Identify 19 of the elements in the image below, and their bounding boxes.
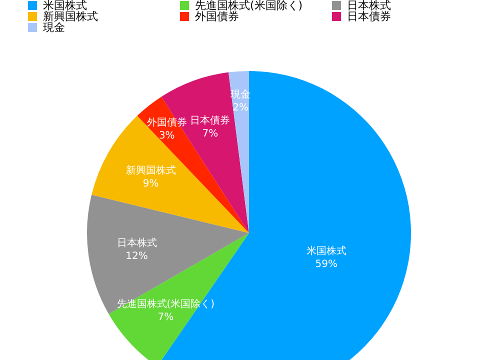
legend-label: 米国株式 <box>43 0 87 12</box>
data-label: 12% <box>126 251 148 262</box>
data-label: 7% <box>158 312 174 323</box>
legend-label: 外国債券 <box>195 10 239 23</box>
data-label: 7% <box>202 128 218 140</box>
data-label: 59% <box>315 259 338 270</box>
data-label: 3% <box>158 130 175 142</box>
slice-label: 外国債券 <box>146 116 187 129</box>
slice-label: 日本債券 <box>190 114 230 126</box>
legend-label: 新興国株式 <box>43 10 98 23</box>
legend-label: 先進国株式(米国除く) <box>195 0 303 12</box>
legend-label: 日本債券 <box>347 10 391 23</box>
legend-label: 日本株式 <box>347 0 391 12</box>
slice-label: 日本株式 <box>116 237 157 250</box>
slice-label: 米国株式 <box>306 245 346 258</box>
data-label: 2% <box>232 102 249 114</box>
data-label: 9% <box>142 178 159 190</box>
legend-label: 現金 <box>43 21 65 34</box>
slice-label: 新興国株式 <box>126 164 176 176</box>
